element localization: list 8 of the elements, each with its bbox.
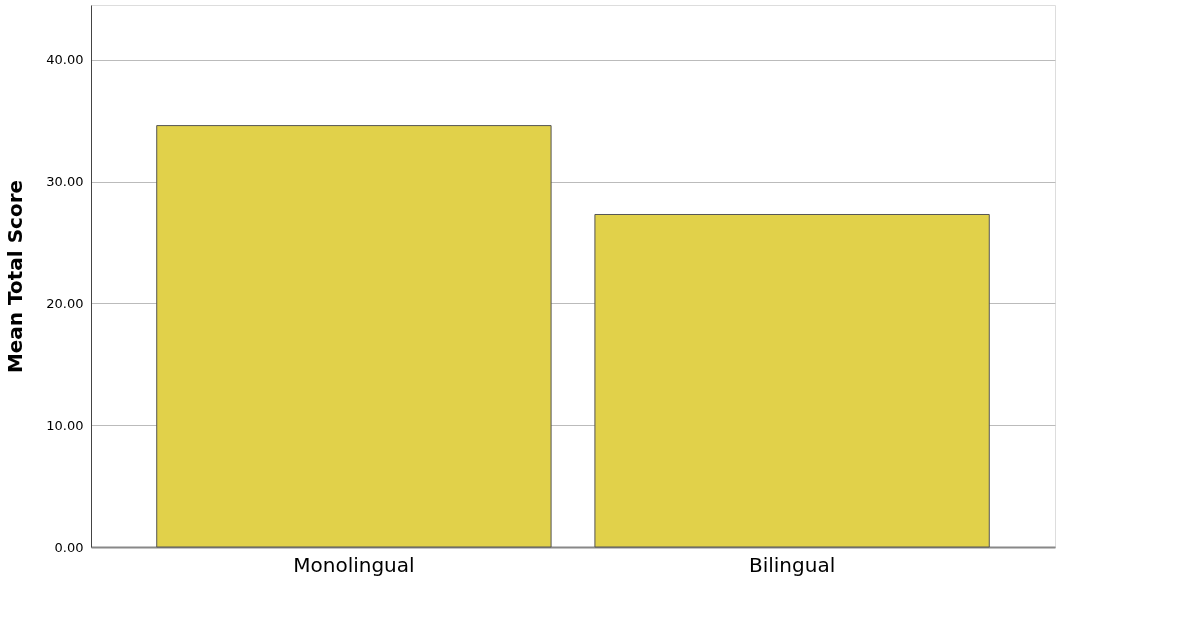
y-tick-label: 30.00 bbox=[46, 174, 84, 190]
x-tick-label: Monolingual bbox=[293, 552, 415, 577]
x-tick-label: Bilingual bbox=[748, 552, 836, 577]
y-tick-label: 10.00 bbox=[46, 417, 84, 433]
y-axis-title: Mean Total Score bbox=[3, 179, 28, 374]
y-tick-label: 20.00 bbox=[46, 295, 84, 311]
y-tick-label: 40.00 bbox=[46, 52, 84, 68]
y-tick-label: 0.00 bbox=[54, 539, 84, 555]
